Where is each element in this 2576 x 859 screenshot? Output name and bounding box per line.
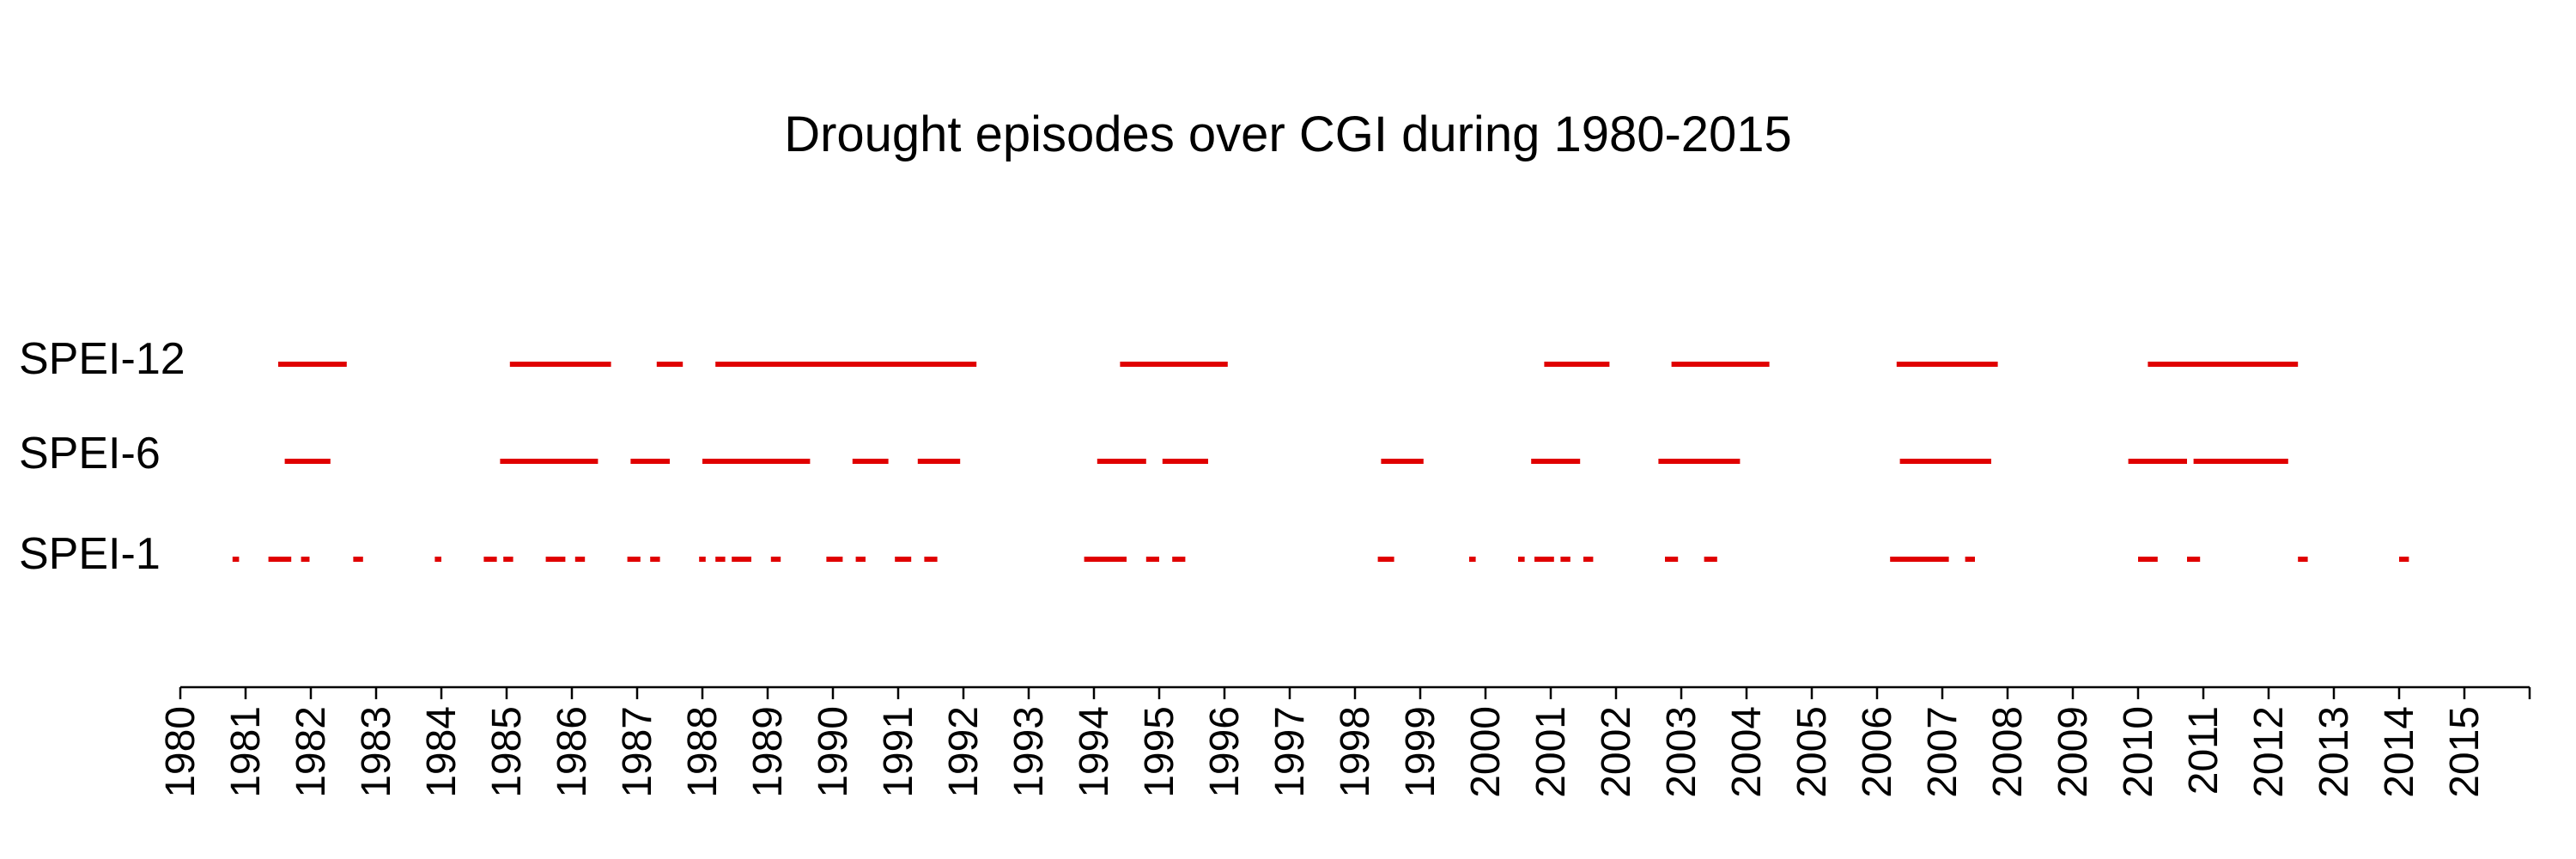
x-tick-label-2004: 2004 [1724, 706, 1770, 798]
x-tick-label-1990: 1990 [811, 706, 856, 798]
x-tick-label-2003: 2003 [1659, 706, 1704, 798]
x-tick-label-1992: 1992 [941, 706, 987, 798]
x-tick-label-2006: 2006 [1855, 706, 1900, 798]
x-tick-label-2014: 2014 [2377, 706, 2422, 798]
x-tick-label-1983: 1983 [354, 706, 399, 798]
x-tick-label-1998: 1998 [1333, 706, 1378, 798]
x-tick-label-2008: 2008 [1985, 706, 2031, 798]
x-tick-label-1993: 1993 [1006, 706, 1052, 798]
x-tick-label-1989: 1989 [745, 706, 791, 798]
x-tick-label-2012: 2012 [2246, 706, 2292, 798]
x-tick-label-2010: 2010 [2116, 706, 2161, 798]
episode-bars [232, 362, 2409, 562]
x-tick-label-2002: 2002 [1594, 706, 1639, 798]
x-tick-label-2001: 2001 [1528, 706, 1574, 798]
x-tick-label-1985: 1985 [484, 706, 530, 798]
x-tick-label-1999: 1999 [1398, 706, 1443, 798]
x-tick-label-1991: 1991 [876, 706, 921, 798]
row-label-spei-12: SPEI-12 [19, 334, 185, 384]
x-tick-label-1984: 1984 [419, 706, 465, 798]
chart-title: Drought episodes over CGI during 1980-20… [784, 107, 1792, 162]
x-tick-label-1980: 1980 [158, 706, 204, 798]
row-label-spei-1: SPEI-1 [19, 529, 161, 579]
x-tick-label-2000: 2000 [1463, 706, 1509, 798]
x-tick-label-1988: 1988 [680, 706, 726, 798]
x-tick-label-1997: 1997 [1267, 706, 1313, 798]
x-tick-label-1996: 1996 [1202, 706, 1248, 798]
row-label-spei-6: SPEI-6 [19, 429, 161, 478]
x-tick-label-2007: 2007 [1920, 706, 1965, 798]
x-tick-label-1995: 1995 [1137, 706, 1182, 798]
x-tick-label-1986: 1986 [550, 706, 595, 798]
x-axis: 1980 1981 1982 1983 1984 1985 1986 1987 1988 1989… [158, 685, 2531, 798]
x-tick-label-1982: 1982 [289, 706, 334, 798]
x-tick-label-2015: 2015 [2442, 706, 2488, 798]
x-tick-label-2011: 2011 [2181, 706, 2227, 795]
x-tick-label-2013: 2013 [2312, 706, 2357, 798]
x-tick-label-2005: 2005 [1789, 706, 1835, 798]
x-tick-label-1987: 1987 [615, 706, 660, 798]
x-tick-label-1981: 1981 [223, 706, 269, 798]
x-tick-label-2009: 2009 [2050, 706, 2096, 798]
x-tick-label-1994: 1994 [1072, 706, 1117, 798]
